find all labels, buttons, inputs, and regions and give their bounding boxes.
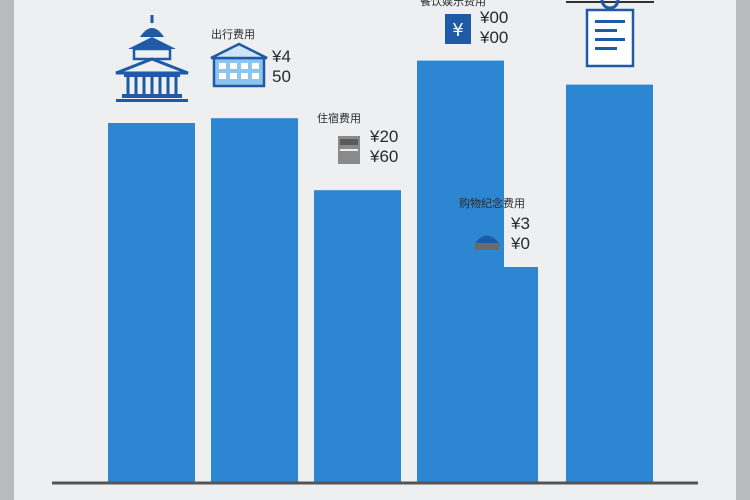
bar-2-value-line-1: ¥4 — [271, 47, 291, 66]
bar-5-label: 购物纪念费用 — [459, 196, 525, 210]
dining-icon — [475, 235, 499, 250]
bar-4 — [417, 60, 504, 483]
bar-3-value-line-1: ¥20 — [369, 127, 398, 146]
icons-layer: ¥ — [115, 0, 654, 250]
bar-4-value-line-1: ¥00 — [479, 8, 508, 27]
bar-5-value-line-1: ¥3 — [510, 214, 530, 233]
bar-3-label: 住宿费用 — [317, 111, 361, 125]
bar-5 — [504, 267, 538, 483]
bar-6 — [566, 84, 653, 483]
bar-2 — [211, 118, 298, 483]
yen-icon: ¥ — [445, 14, 471, 44]
bar-4-label: 餐饮娱乐费用 — [420, 0, 486, 8]
bar-3 — [314, 190, 401, 483]
svg-text:¥: ¥ — [452, 20, 463, 41]
bars-layer — [108, 60, 653, 483]
bar-5-value-line-2: ¥0 — [510, 234, 530, 253]
bar-1 — [108, 123, 195, 483]
receipt-icon — [566, 0, 654, 68]
bar-4-value-line-2: ¥00 — [479, 28, 508, 47]
bar-3-value-line-2: ¥60 — [369, 147, 398, 166]
temple-icon — [115, 15, 189, 102]
bar-2-label: 出行费用 — [211, 27, 255, 41]
building-icon — [210, 42, 268, 88]
bed-icon — [338, 136, 360, 164]
bar-2-value-line-2: 50 — [272, 67, 291, 86]
